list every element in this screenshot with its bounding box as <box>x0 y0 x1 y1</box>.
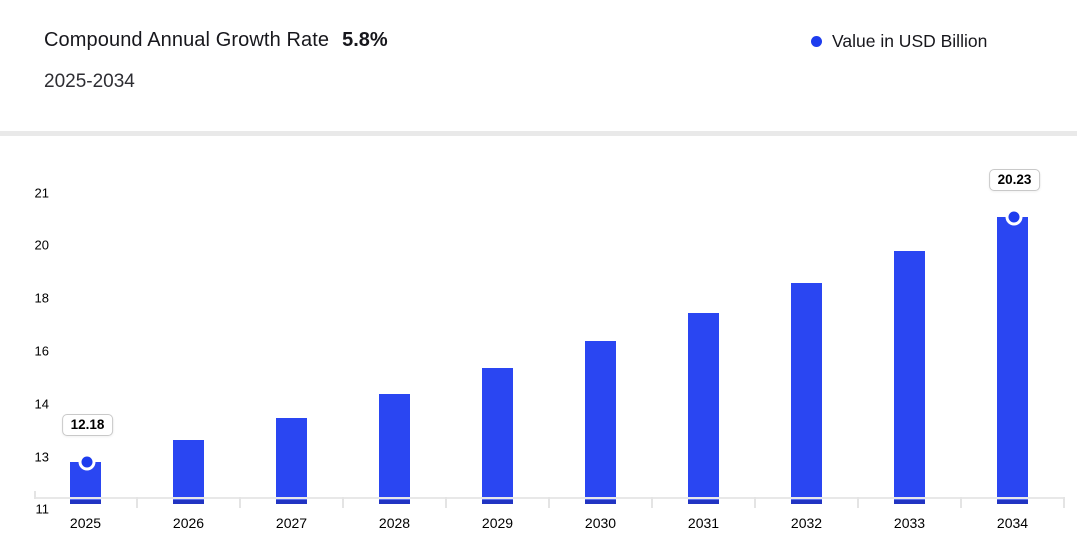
x-axis-label-2027: 2027 <box>275 515 308 531</box>
y-axis-end-tick <box>34 491 36 499</box>
cagr-value: 5.8% <box>342 29 388 51</box>
x-axis-label-2034: 2034 <box>996 515 1029 531</box>
legend-dot-icon <box>811 35 822 47</box>
bar-2033[interactable] <box>894 250 925 505</box>
x-axis-label-2025: 2025 <box>69 515 102 531</box>
x-axis-tick <box>651 497 653 508</box>
y-axis-label: 11 <box>35 501 50 517</box>
x-axis-tick <box>857 497 859 508</box>
x-axis-label-2028: 2028 <box>378 515 411 531</box>
bar-2029[interactable] <box>482 368 513 504</box>
y-axis-label: 21 <box>34 185 49 200</box>
x-axis-tick <box>960 497 962 508</box>
x-axis-tick <box>239 497 241 508</box>
x-axis-label-2026: 2026 <box>172 515 205 531</box>
value-label-2025: 12.18 <box>61 413 114 436</box>
x-axis-label-2030: 2030 <box>584 515 617 531</box>
bar-2034[interactable] <box>997 217 1028 504</box>
bar-2027[interactable] <box>276 417 307 505</box>
value-label-2034: 20.23 <box>988 169 1041 191</box>
y-axis-label: 14 <box>34 396 49 412</box>
x-axis-tick <box>548 497 550 508</box>
x-axis-tick <box>1063 497 1065 508</box>
x-axis-label-2029: 2029 <box>481 515 514 531</box>
header-divider <box>0 131 1077 136</box>
x-axis-tick <box>136 497 138 508</box>
y-axis-label: 13 <box>34 449 49 464</box>
x-axis-label-2031: 2031 <box>687 515 720 531</box>
x-axis-label-2033: 2033 <box>893 515 926 531</box>
legend-item-value-usd[interactable]: Value in USD Billion <box>811 29 987 53</box>
legend-label: Value in USD Billion <box>832 30 988 51</box>
point-marker-2025[interactable] <box>78 453 95 471</box>
point-marker-2034[interactable] <box>1005 208 1022 226</box>
bar-2028[interactable] <box>379 393 410 505</box>
chart-title: Compound Annual Growth Rate <box>44 29 330 51</box>
y-axis-label: 18 <box>34 290 49 306</box>
x-axis-tick <box>754 497 756 508</box>
bar-2026[interactable] <box>173 440 204 504</box>
bar-2032[interactable] <box>791 282 822 505</box>
y-axis-label: 20 <box>34 237 49 253</box>
y-axis-label: 16 <box>34 343 49 359</box>
x-axis-label-2032: 2032 <box>790 515 823 531</box>
bar-2031[interactable] <box>688 312 719 505</box>
bar-2030[interactable] <box>585 341 616 504</box>
chart-subtitle: 2025-2034 <box>44 71 135 92</box>
x-axis-tick <box>342 497 344 508</box>
x-axis-tick <box>445 497 447 508</box>
page-title: Compound Annual Growth Rate 5.8% <box>44 27 388 53</box>
